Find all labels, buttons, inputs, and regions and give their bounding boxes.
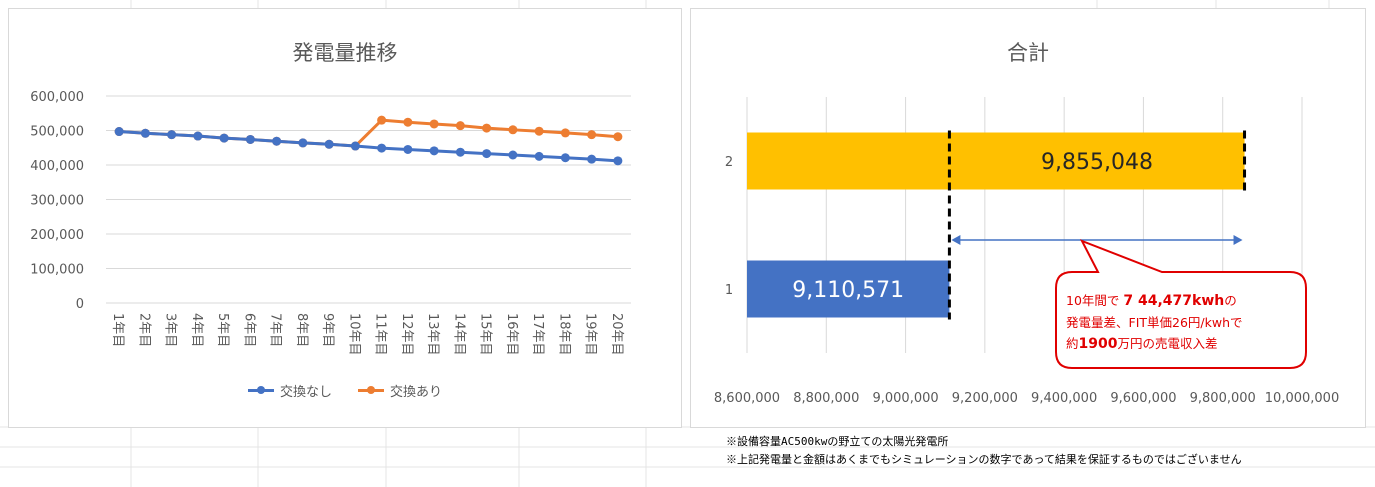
data-point [455,147,465,157]
x-tick-label: 8年目 [294,313,309,347]
x-tick-label: 13年目 [425,313,440,356]
x-tick-label: 19年目 [583,313,598,356]
legend-label-no-swap: 交換なし [279,385,332,400]
line-chart-legend: 交換なし 交換あり [9,381,681,400]
callout-kwh-value: 7 44,477kwh [1123,293,1225,309]
data-point [534,151,544,161]
callout-line3-prefix: 約 [1066,336,1079,351]
data-point [482,149,492,159]
x-tick-label: 15年目 [478,313,493,356]
data-point [508,125,518,135]
line-chart-panel[interactable]: 発電量推移 0 100,000 200,000 300,000 400,000 500,0… [8,8,682,428]
data-point [455,121,465,131]
x-tick-label: 6年目 [241,313,256,347]
line-chart-plot: 0 100,000 200,000 300,000 400,000 500,000 600,… [30,90,631,356]
x-tick-label: 17年目 [530,313,545,356]
data-point [429,119,439,129]
data-point [613,156,623,166]
bar-value-label: 9,855,048 [1041,150,1153,175]
data-point [219,133,229,143]
data-point [193,131,203,141]
data-point [114,127,124,137]
footnote-1: ※設備容量AC500kwの野立ての太陽光発電所 [726,435,949,448]
data-point [587,154,597,164]
x-tick-label: 7年目 [268,313,283,347]
x-tick-label: 14年目 [451,313,466,356]
callout-line-2: 発電量差、FIT単価26円/kwhで [1066,315,1243,330]
data-point [377,115,387,125]
x-tick-label: 4年目 [189,313,204,347]
bar-chart-panel[interactable]: 合計 8,600,000 8,800,000 9,000,000 9,200,000 9… [690,8,1366,428]
callout-yen-value: 1900 [1078,336,1118,352]
y-tick-label: 200,000 [30,228,84,243]
y-tick-label: 400,000 [30,159,84,174]
bar-chart-plot: 8,600,000 8,800,000 9,000,000 9,200,000 9,40… [714,97,1339,406]
x-tick-label: 8,600,000 [714,391,780,406]
data-point [140,128,150,138]
data-point [272,136,282,146]
callout-line3-suffix: 万円の売電収入差 [1117,336,1218,351]
data-point [560,153,570,163]
x-tick-label: 10,000,000 [1265,391,1339,406]
data-point [508,150,518,160]
diff-arrow-head-right [1233,235,1243,245]
x-tick-label: 9,200,000 [952,391,1018,406]
x-tick-label: 9,800,000 [1190,391,1256,406]
y-tick-label: 0 [76,297,84,312]
x-tick-label: 9,400,000 [1031,391,1097,406]
x-tick-label: 10年目 [346,313,361,356]
x-tick-label: 20年目 [609,313,624,356]
data-point [377,143,387,153]
data-point [245,134,255,144]
x-tick-label: 18年目 [556,313,571,356]
x-tick-label: 5年目 [215,313,230,347]
y-tick-label: 300,000 [30,194,84,209]
data-point [403,144,413,154]
x-tick-label: 1年目 [110,313,125,347]
legend-label-swap: 交換あり [390,385,443,400]
callout-line1-prefix: 10年間で [1066,293,1124,308]
data-point [560,128,570,138]
diff-arrow-head-left [951,235,961,245]
x-tick-label: 11年目 [373,313,388,356]
line-chart-title: 発電量推移 [292,41,398,65]
data-point [587,130,597,140]
callout-line-3: 約1900万円の売電収入差 [1066,333,1294,355]
x-tick-label: 16年目 [504,313,519,356]
bar-chart-title: 合計 [1007,41,1049,65]
x-tick-label: 9年目 [320,313,335,347]
y-tick-label: 100,000 [30,263,84,278]
y-tick-label: 600,000 [30,90,84,105]
data-point [298,138,308,148]
data-point [613,132,623,142]
x-tick-label: 8,800,000 [793,391,859,406]
x-tick-label: 9,000,000 [872,391,938,406]
x-tick-label: 3年目 [163,313,178,347]
data-point [403,117,413,127]
bar-value-label: 9,110,571 [792,278,904,303]
callout-line-1: 10年間で 7 44,477kwhの [1066,290,1294,312]
data-point [324,139,334,149]
legend-marker-blue [247,386,274,394]
x-tick-label: 9,600,000 [1110,391,1176,406]
y-tick-label: 500,000 [30,125,84,140]
callout-line1-suffix: の [1224,293,1237,308]
legend-marker-orange [358,386,384,394]
legend-item-swap: 交換あり [358,381,442,400]
category-label: 1 [725,283,733,298]
bar [747,132,1245,190]
bar [747,260,950,318]
x-tick-label: 12年目 [399,313,414,356]
data-point [429,146,439,156]
callout-text: 10年間で 7 44,477kwhの 発電量差、FIT単価26円/kwhで 約1… [1066,290,1294,355]
data-point [534,126,544,136]
footnote-2: ※上記発電量と金額はあくまでもシミュレーションの数字であって結果を保証するもので… [726,453,1242,466]
data-point [482,123,492,133]
category-label: 2 [725,155,733,170]
data-point [350,141,360,151]
x-tick-label: 2年目 [136,313,151,347]
legend-item-no-swap: 交換なし [247,381,332,400]
data-point [167,130,177,140]
